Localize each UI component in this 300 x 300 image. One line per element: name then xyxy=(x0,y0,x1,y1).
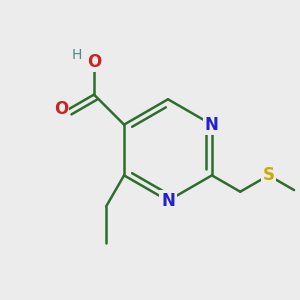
Text: N: N xyxy=(161,192,175,210)
Text: N: N xyxy=(205,116,219,134)
Text: O: O xyxy=(87,53,101,71)
Text: S: S xyxy=(262,167,274,184)
Text: H: H xyxy=(72,48,82,62)
Text: O: O xyxy=(54,100,68,118)
